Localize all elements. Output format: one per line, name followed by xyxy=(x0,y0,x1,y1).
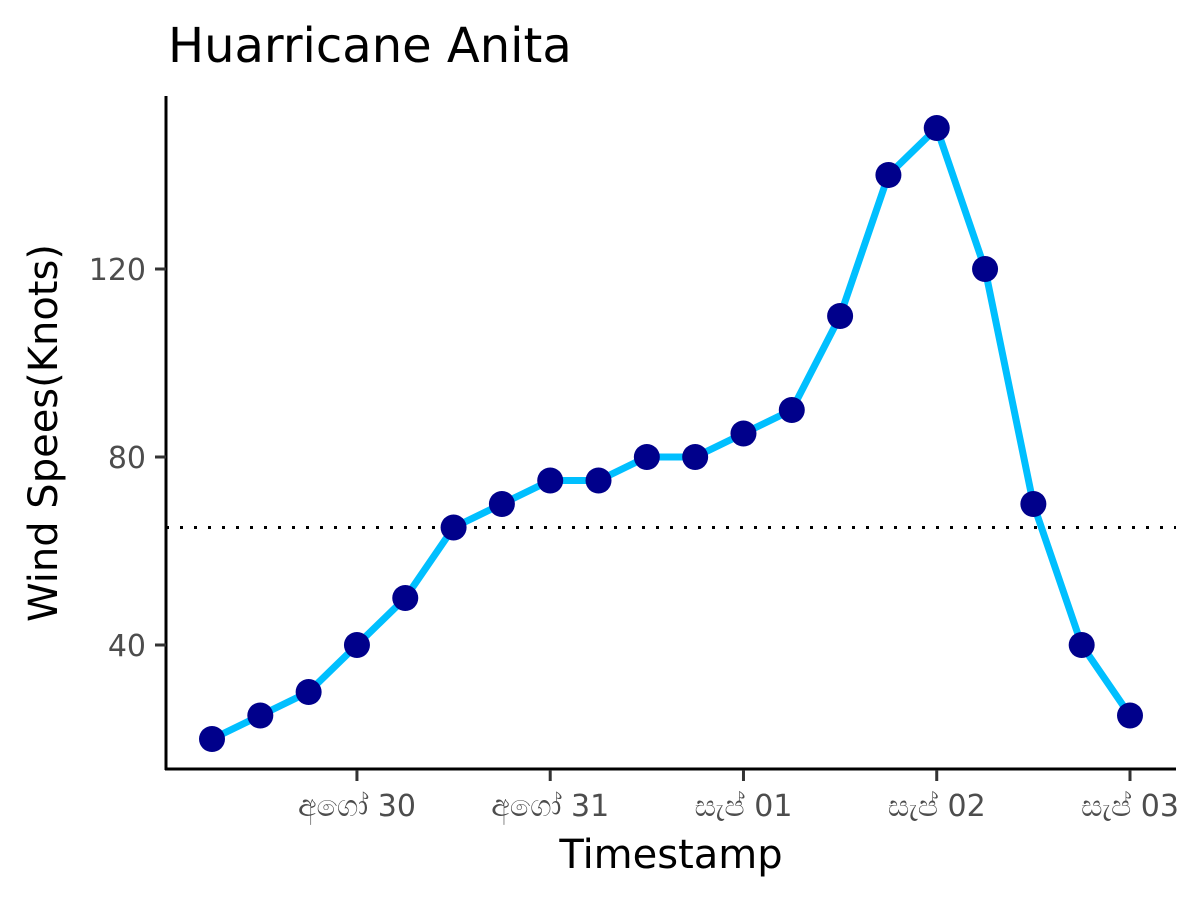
x-tick-label: සැප් 02 xyxy=(888,789,986,824)
x-tick-label: අගෝ 30 xyxy=(298,789,416,826)
data-point xyxy=(199,726,225,752)
x-tick-label: අගෝ 31 xyxy=(491,789,609,826)
y-axis-ticks: 40 80 120 xyxy=(89,253,166,664)
data-point xyxy=(730,420,757,447)
data-point xyxy=(827,303,854,329)
data-point xyxy=(247,702,274,729)
data-point xyxy=(392,585,419,611)
data-point xyxy=(1117,702,1143,729)
data-point xyxy=(585,467,612,494)
data-point xyxy=(875,162,902,188)
data-point xyxy=(440,514,467,541)
data-point xyxy=(1020,491,1047,517)
data-point xyxy=(295,679,322,705)
data-point xyxy=(343,632,370,658)
y-axis-title: Wind Spees(Knots) xyxy=(21,244,67,622)
data-point xyxy=(972,256,999,282)
plot-area xyxy=(166,115,1176,752)
x-tick-label: සැප් 03 xyxy=(1081,789,1179,824)
y-tick-label: 80 xyxy=(108,441,146,476)
data-point xyxy=(682,444,709,470)
data-point xyxy=(633,444,660,470)
chart-title: Huarricane Anita xyxy=(168,18,572,74)
x-axis-title: Timestamp xyxy=(558,832,782,878)
data-point xyxy=(923,115,950,141)
data-point xyxy=(488,491,515,517)
data-point xyxy=(778,397,805,423)
data-point xyxy=(537,467,564,494)
y-tick-label: 120 xyxy=(89,253,146,288)
data-point xyxy=(1068,632,1095,658)
x-axis-ticks: අගෝ 30 අගෝ 31 සැප් 01 සැප් 02 සැප් 03 xyxy=(298,770,1179,826)
x-tick-label: සැප් 01 xyxy=(694,789,792,824)
y-tick-label: 40 xyxy=(108,629,146,664)
